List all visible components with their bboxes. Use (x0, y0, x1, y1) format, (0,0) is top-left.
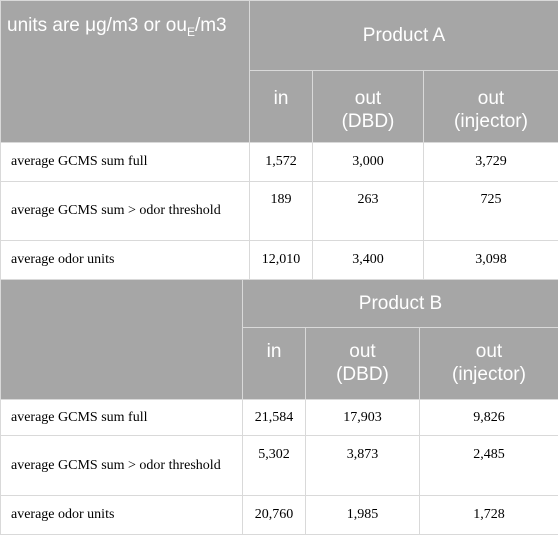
cell-in: 21,584 (243, 400, 306, 436)
units-note: units are μg/m3 or ouE/m3 (1, 1, 250, 143)
col-out-injector: out(injector) (424, 71, 558, 143)
cell-in: 12,010 (250, 241, 313, 280)
cell-out-injector: 2,485 (420, 436, 558, 496)
cell-out-injector: 1,728 (420, 496, 558, 535)
row-label: average GCMS sum full (1, 400, 243, 436)
table-row: average GCMS sum > odor threshold 189 26… (1, 182, 558, 241)
cell-in: 5,302 (243, 436, 306, 496)
cell-out-injector: 9,826 (420, 400, 558, 436)
cell-in: 20,760 (243, 496, 306, 535)
row-label: average GCMS sum full (1, 143, 250, 182)
cell-out-dbd: 3,000 (313, 143, 424, 182)
row-label: average GCMS sum > odor threshold (1, 182, 250, 241)
product-a-table: units are μg/m3 or ouE/m3 Product A in o… (0, 0, 558, 280)
table-row: average odor units 12,010 3,400 3,098 (1, 241, 558, 280)
col-out-injector: out(injector) (420, 328, 558, 400)
col-out-dbd: out(DBD) (313, 71, 424, 143)
cell-out-dbd: 3,873 (306, 436, 420, 496)
cell-out-dbd: 263 (313, 182, 424, 241)
table-row: average GCMS sum full 1,572 3,000 3,729 (1, 143, 558, 182)
product-b-title: Product B (243, 280, 558, 328)
cell-out-dbd: 17,903 (306, 400, 420, 436)
col-in: in (250, 71, 313, 143)
table-row: average GCMS sum full 21,584 17,903 9,82… (1, 400, 558, 436)
table-row: average odor units 20,760 1,985 1,728 (1, 496, 558, 535)
product-b-table: Product B in out(DBD) out(injector) aver… (0, 279, 558, 535)
product-b-corner (1, 280, 243, 400)
row-label: average GCMS sum > odor threshold (1, 436, 243, 496)
table-row: average GCMS sum > odor threshold 5,302 … (1, 436, 558, 496)
col-in: in (243, 328, 306, 400)
cell-in: 1,572 (250, 143, 313, 182)
cell-out-injector: 725 (424, 182, 558, 241)
row-label: average odor units (1, 496, 243, 535)
row-label: average odor units (1, 241, 250, 280)
cell-out-injector: 3,729 (424, 143, 558, 182)
col-out-dbd: out(DBD) (306, 328, 420, 400)
cell-out-dbd: 1,985 (306, 496, 420, 535)
cell-out-injector: 3,098 (424, 241, 558, 280)
product-a-title: Product A (250, 1, 558, 71)
cell-in: 189 (250, 182, 313, 241)
cell-out-dbd: 3,400 (313, 241, 424, 280)
